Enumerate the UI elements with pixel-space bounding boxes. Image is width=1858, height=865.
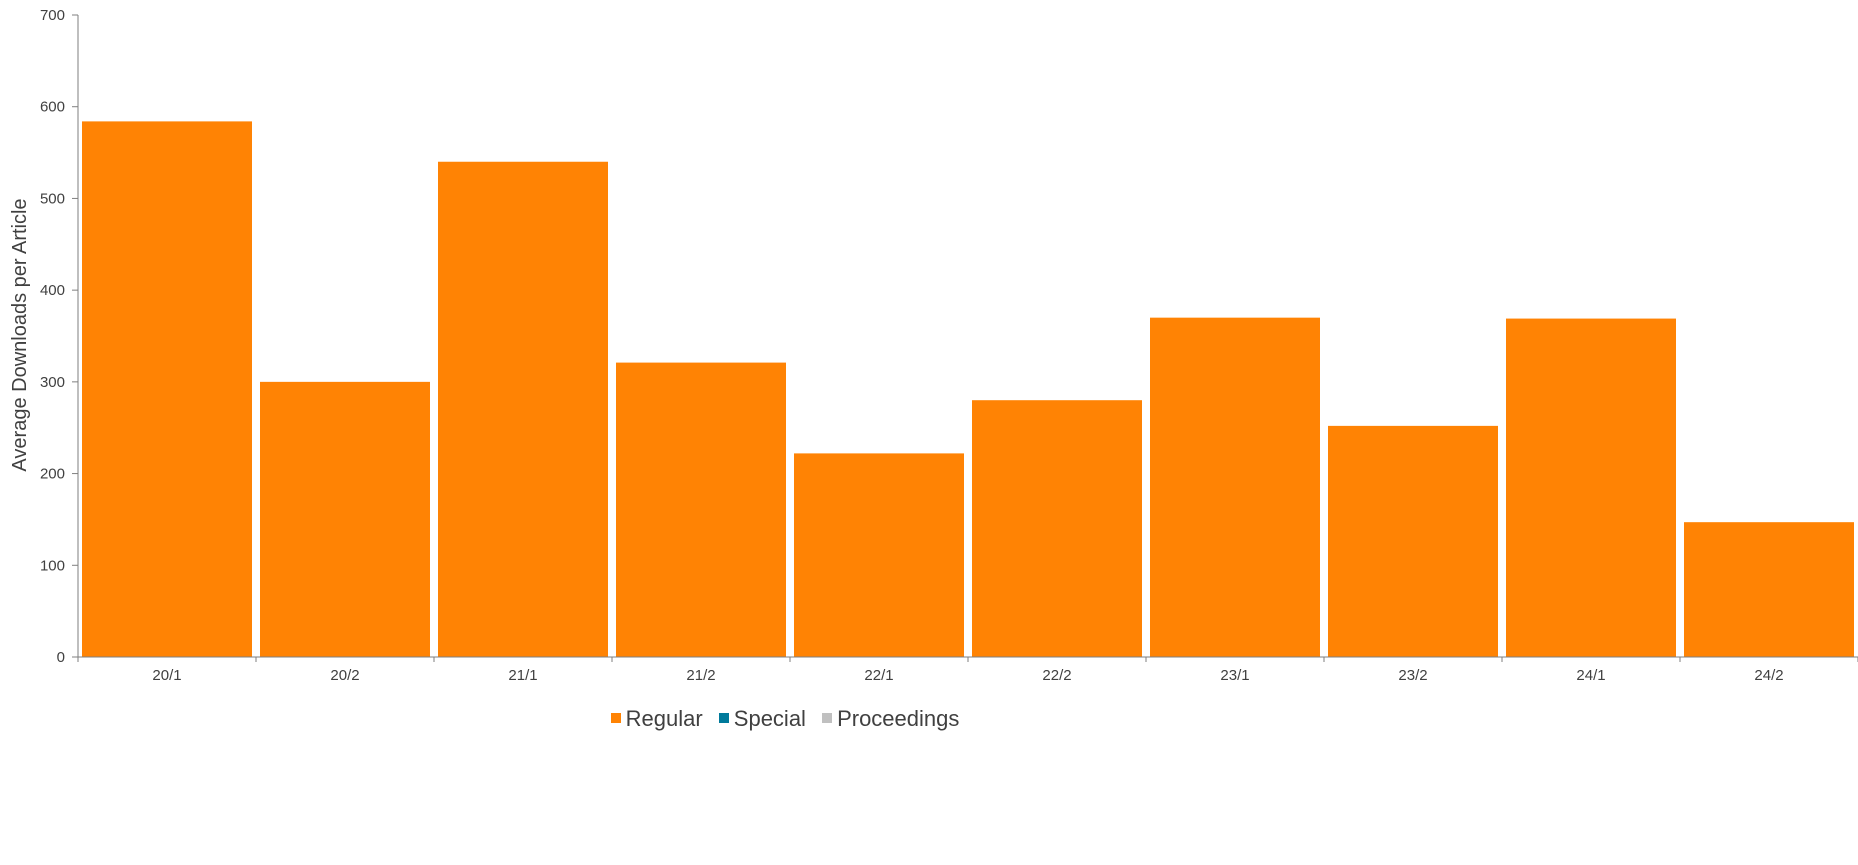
legend-swatch-regular [610, 713, 621, 723]
legend-item-proceedings: Proceedings [822, 706, 959, 732]
legend-item-regular: Regular [610, 706, 703, 732]
x-tick-label: 20/2 [330, 667, 359, 684]
bar-regular-24-1 [1506, 318, 1676, 657]
bar-regular-22-2 [972, 400, 1142, 657]
y-tick-label: 100 [40, 557, 65, 574]
x-tick-label: 24/1 [1576, 667, 1605, 684]
legend-item-special: Special [718, 706, 806, 732]
x-tick-label: 22/2 [1042, 667, 1071, 684]
x-tick-label: 23/1 [1220, 667, 1249, 684]
bar-regular-24-2 [1684, 522, 1854, 657]
y-tick-label: 700 [40, 7, 65, 24]
bar-regular-21-1 [438, 161, 608, 657]
legend-label-proceedings: Proceedings [837, 706, 960, 731]
x-tick-label: 24/2 [1754, 667, 1783, 684]
bar-regular-23-1 [1150, 317, 1320, 657]
x-tick-label: 21/2 [686, 667, 715, 684]
y-tick-label: 500 [40, 190, 65, 207]
y-tick-label: 0 [57, 649, 65, 666]
x-axis-ticks: 20/1 20/2 21/1 21/2 22/1 22/2 23/1 23/2 24/1 24/2 [77, 657, 1858, 684]
x-tick-label: 20/1 [152, 667, 181, 684]
bar-regular-20-1 [82, 121, 252, 658]
legend-swatch-proceedings [822, 713, 833, 723]
legend-label-regular: Regular [625, 706, 703, 731]
legend: Regular Special Proceedings [0, 706, 1570, 732]
legend-swatch-special [718, 713, 729, 723]
bars-group [82, 121, 1854, 658]
y-tick-label: 400 [40, 282, 65, 299]
bar-regular-20-2 [260, 381, 430, 657]
legend-label-special: Special [733, 706, 806, 731]
y-tick-label: 200 [40, 466, 65, 483]
x-tick-label: 22/1 [864, 667, 893, 684]
y-axis-title: Average Downloads per Article [9, 198, 31, 471]
x-tick-label: 23/2 [1398, 667, 1427, 684]
y-tick-label: 600 [40, 99, 65, 116]
y-axis-ticks: 0 100 200 300 400 500 600 700 [40, 7, 78, 666]
bar-regular-22-1 [794, 453, 964, 657]
bar-regular-21-2 [616, 362, 786, 657]
x-tick-label: 21/1 [508, 667, 537, 684]
bar-regular-23-2 [1328, 425, 1498, 657]
y-tick-label: 300 [40, 374, 65, 391]
